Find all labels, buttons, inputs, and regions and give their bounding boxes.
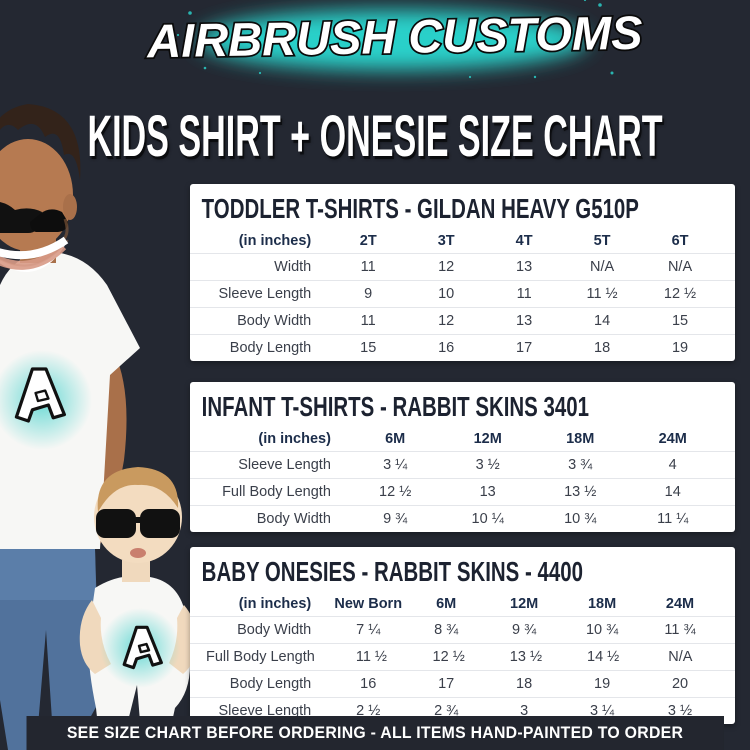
svg-text:AIRBRUSH CUSTOMS: AIRBRUSH CUSTOMS [146,6,643,68]
